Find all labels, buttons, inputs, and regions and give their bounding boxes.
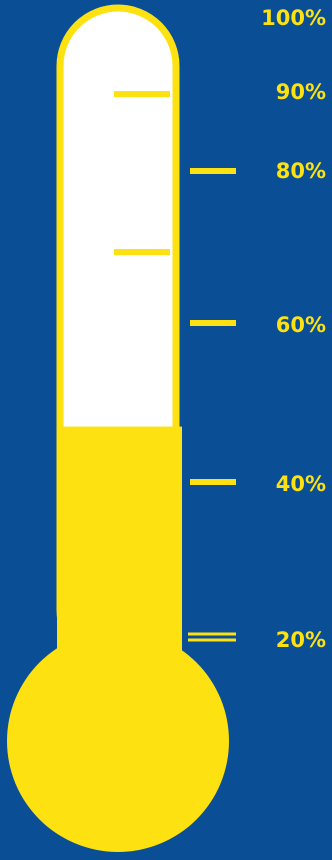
- tick-label-80: 80%: [275, 159, 326, 183]
- tick-label-40: 40%: [275, 472, 326, 496]
- tick-label-100: 100%: [261, 6, 326, 30]
- tick-label-60: 60%: [275, 313, 326, 337]
- tick-label-20: 20%: [275, 628, 326, 652]
- tick-label-90: 90%: [275, 80, 326, 104]
- thermometer-bulb: [7, 630, 229, 852]
